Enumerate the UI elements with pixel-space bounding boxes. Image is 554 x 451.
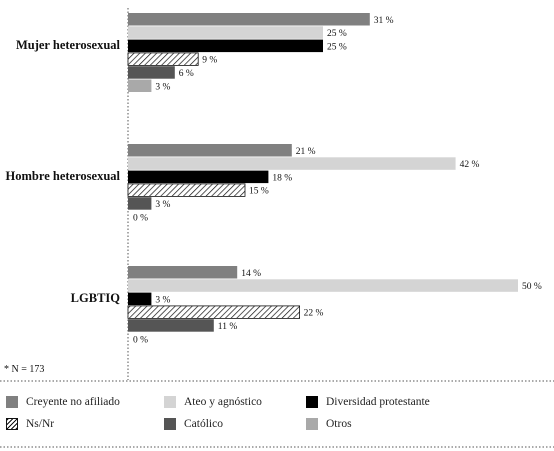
bar [128, 279, 518, 292]
legend-label: Otros [326, 418, 352, 430]
legend-swatch-icon [164, 396, 176, 408]
data-label: 3 % [155, 82, 170, 92]
bar [127, 305, 301, 319]
legend-label: Diversidad protestante [326, 396, 430, 408]
legend-swatch-icon [306, 396, 318, 408]
legend-label: Creyente no afiliado [26, 396, 120, 408]
bar [128, 292, 152, 306]
data-label: 18 % [272, 173, 292, 183]
category-label: LGBTIQ [71, 291, 121, 305]
legend-swatch-icon [306, 418, 318, 430]
legend-divider-top [0, 380, 554, 382]
legend-item-otros: Otros [306, 418, 352, 430]
bar [128, 13, 370, 26]
sample-note: * N = 173 [4, 364, 45, 375]
data-label: 25 % [327, 42, 347, 52]
data-label: 6 % [179, 69, 194, 79]
bar [128, 39, 323, 53]
bar [128, 26, 323, 39]
bar-chart: Mujer heterosexual Hombre heterosexual LGB… [6, 8, 542, 380]
data-label: 3 % [155, 200, 170, 210]
data-label: 15 % [249, 187, 269, 197]
bar [128, 170, 269, 184]
data-label: 21 % [296, 147, 316, 157]
legend-item-catolico: Católico [164, 418, 223, 430]
data-label: 0 % [133, 335, 148, 345]
bar [127, 52, 199, 66]
legend-swatch-icon [6, 396, 18, 408]
data-label: 11 % [218, 322, 238, 332]
data-label: 42 % [460, 160, 480, 170]
data-label: 14 % [241, 269, 261, 279]
legend-label: Católico [184, 418, 223, 430]
bar [128, 79, 152, 92]
legend-divider-bottom [0, 446, 554, 448]
legend: Creyente no afiliado Ateo y agnóstico Di… [0, 381, 554, 451]
legend-item-protestante: Diversidad protestante [306, 396, 430, 408]
legend-swatch-icon [164, 418, 176, 430]
bar [128, 66, 175, 79]
legend-label: Ateo y agnóstico [184, 396, 262, 408]
bar [128, 266, 238, 279]
bar [128, 319, 214, 332]
legend-item-ateo: Ateo y agnóstico [164, 396, 262, 408]
bar [128, 144, 292, 157]
data-label: 0 % [133, 213, 148, 223]
data-label: 50 % [522, 282, 542, 292]
legend-label: Ns/Nr [26, 418, 55, 430]
legend-swatch-icon [6, 418, 18, 430]
bar [127, 183, 246, 197]
category-label: Hombre heterosexual [6, 169, 121, 183]
data-label: 31 % [374, 16, 394, 26]
legend-item-nsnr: Ns/Nr [6, 418, 54, 430]
data-label: 25 % [327, 29, 347, 39]
data-label: 3 % [155, 295, 170, 305]
data-label: 9 % [202, 56, 217, 66]
bar [128, 157, 456, 170]
legend-item-creyente: Creyente no afiliado [6, 396, 120, 408]
category-label: Mujer heterosexual [16, 38, 121, 52]
bar [128, 197, 152, 210]
data-label: 22 % [304, 309, 324, 319]
